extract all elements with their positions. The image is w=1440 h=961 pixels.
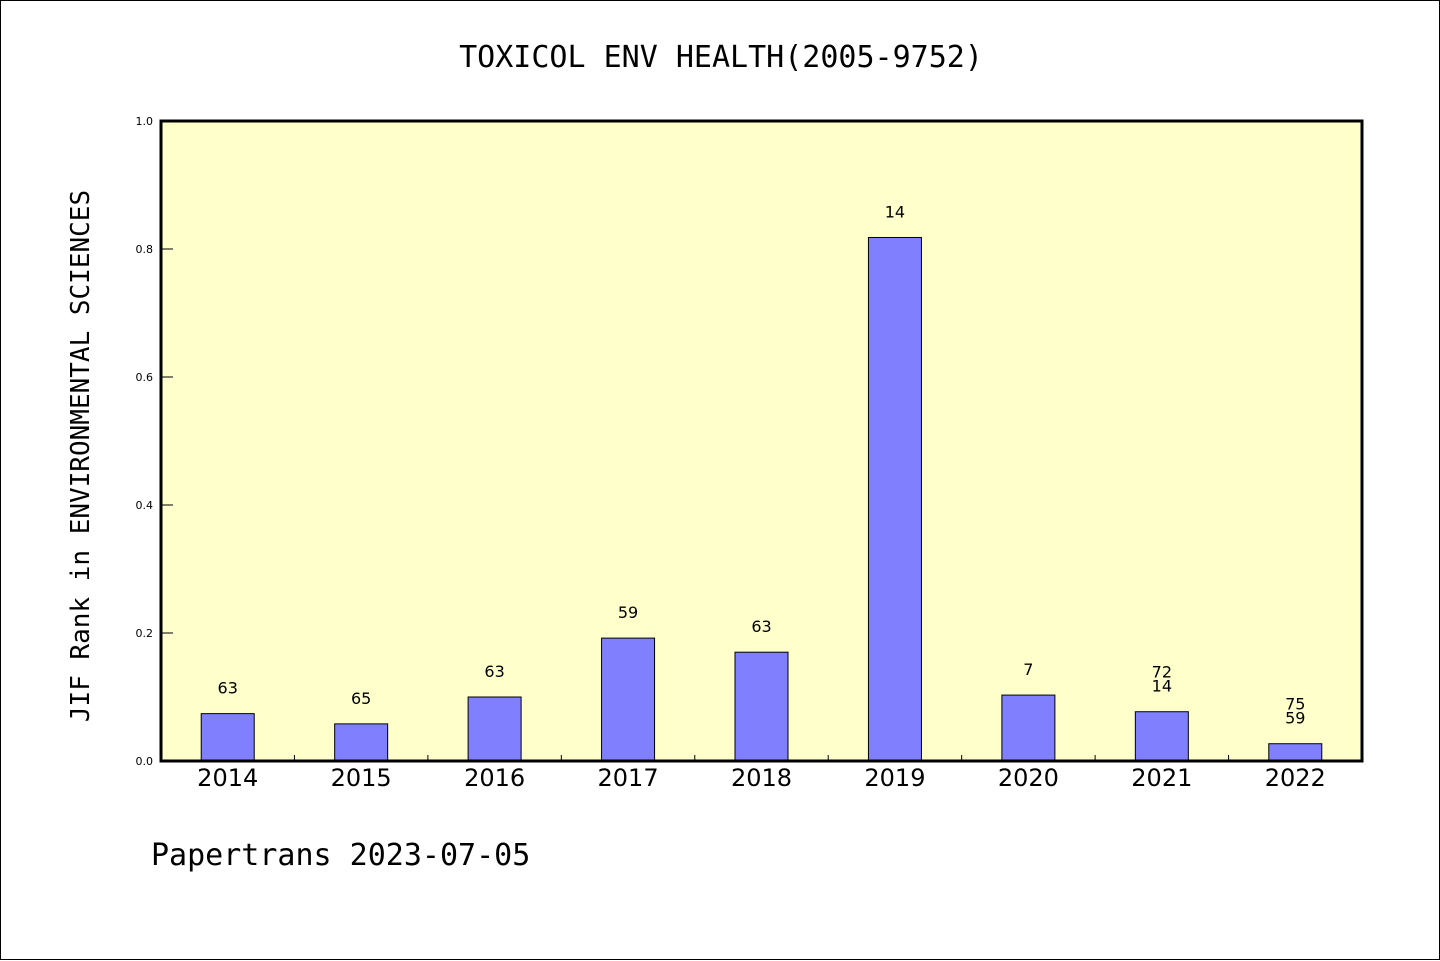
x-tick-label: 2016 [464, 764, 525, 792]
data-label: 63 [218, 679, 238, 698]
bars-layer [200, 236, 1323, 762]
bar-2014 [200, 713, 255, 762]
data-label: 7 [1023, 660, 1033, 679]
bar-2017 [601, 637, 656, 762]
bar-2021 [1134, 711, 1189, 762]
x-tick-label: 2022 [1265, 764, 1326, 792]
data-label: 59 [1285, 709, 1305, 728]
data-label: 63 [484, 662, 504, 681]
y-tick-label: 0.0 [136, 755, 154, 768]
y-tick-label: 0.6 [136, 371, 154, 384]
chart-title: TOXICOL ENV HEALTH(2005-9752) [459, 40, 983, 75]
bar-2022 [1268, 743, 1323, 762]
footer-watermark: Papertrans 2023-07-05 [151, 838, 530, 873]
x-tick-label: 2018 [731, 764, 792, 792]
y-tick-label: 0.8 [136, 243, 154, 256]
data-label: 14 [885, 202, 905, 221]
bar-2015 [334, 723, 389, 762]
data-label: 72 [1152, 663, 1172, 682]
x-tick-label: 2020 [998, 764, 1059, 792]
y-tick-label: 0.4 [136, 499, 154, 512]
data-label: 75 [1285, 695, 1305, 714]
data-label: 14 [1152, 677, 1172, 696]
bar-2020 [1001, 694, 1056, 762]
y-ticks: 0.0 0.2 0.4 0.6 0.8 1.0 [136, 115, 173, 768]
y-tick-label: 1.0 [136, 115, 154, 128]
y-axis-label: JIF Rank in ENVIRONMENTAL SCIENCES [66, 190, 96, 722]
x-tick-label: 2019 [864, 764, 925, 792]
bar-2019 [867, 236, 922, 762]
x-ticks: 2014 2015 2016 2017 2018 2019 2020 2021 2022 [197, 755, 1326, 792]
data-label: 59 [618, 603, 638, 622]
plot-border [159, 119, 1364, 763]
x-tick-label: 2021 [1131, 764, 1192, 792]
bar-2018 [734, 651, 789, 762]
data-label: 63 [751, 617, 771, 636]
x-tick-label: 2017 [598, 764, 659, 792]
bar-2016 [467, 696, 522, 762]
y-tick-label: 0.2 [136, 627, 154, 640]
x-tick-label: 2015 [331, 764, 392, 792]
data-label: 65 [351, 689, 371, 708]
x-tick-label: 2014 [197, 764, 258, 792]
